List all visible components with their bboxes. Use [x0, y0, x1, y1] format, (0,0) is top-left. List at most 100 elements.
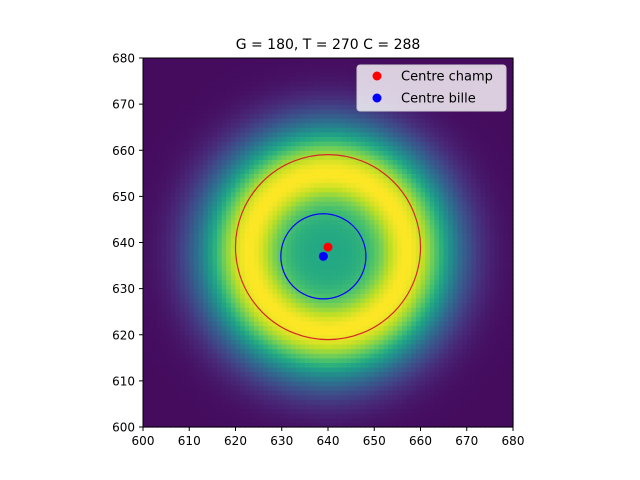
heatmap-cell — [323, 293, 329, 299]
heatmap-cell — [175, 136, 181, 142]
heatmap-cell — [332, 99, 338, 105]
heatmap-cell — [318, 62, 324, 68]
heatmap-cell — [388, 237, 394, 244]
heatmap-cell — [263, 288, 269, 294]
heatmap-cell — [295, 104, 301, 110]
heatmap-cell — [397, 260, 403, 267]
heatmap-cell — [332, 177, 338, 184]
heatmap-cell — [175, 81, 181, 87]
heatmap-cell — [226, 200, 232, 207]
heatmap-cell — [397, 385, 403, 391]
heatmap-cell — [314, 256, 320, 262]
heatmap-cell — [304, 159, 311, 165]
heatmap-cell — [152, 399, 158, 405]
heatmap-cell — [388, 164, 394, 170]
heatmap-cell — [203, 394, 209, 400]
heatmap-cell — [429, 408, 435, 414]
heatmap-cell — [420, 293, 426, 299]
heatmap-cell — [258, 196, 264, 202]
heatmap-cell — [300, 334, 306, 340]
heatmap-cell — [318, 260, 324, 267]
heatmap-cell — [180, 357, 186, 364]
heatmap-cell — [341, 311, 348, 317]
heatmap-cell — [351, 71, 357, 78]
heatmap-cell — [304, 408, 311, 414]
heatmap-cell — [337, 182, 343, 188]
heatmap-cell — [226, 141, 232, 147]
heatmap-cell — [402, 325, 408, 331]
heatmap-cell — [258, 385, 264, 391]
heatmap-cell — [180, 108, 186, 114]
heatmap-cell — [161, 260, 167, 267]
heatmap-cell — [392, 237, 398, 244]
heatmap-cell — [314, 76, 320, 82]
heatmap-cell — [351, 260, 357, 267]
heatmap-cell — [193, 284, 200, 290]
heatmap-cell — [272, 150, 278, 156]
heatmap-cell — [267, 293, 274, 299]
heatmap-cell — [415, 376, 422, 382]
heatmap-cell — [337, 385, 343, 391]
heatmap-cell — [212, 279, 218, 285]
heatmap-cell — [143, 417, 149, 423]
heatmap-cell — [365, 311, 371, 317]
heatmap-cell — [143, 247, 149, 253]
heatmap-cell — [415, 200, 422, 207]
heatmap-cell — [328, 390, 334, 396]
heatmap-cell — [281, 164, 287, 170]
heatmap-cell — [230, 131, 237, 138]
heatmap-cell — [277, 224, 283, 230]
heatmap-cell — [263, 408, 269, 414]
heatmap-cell — [230, 251, 237, 257]
heatmap-cell — [184, 145, 190, 151]
heatmap-cell — [415, 117, 422, 124]
heatmap-cell — [281, 168, 287, 174]
heatmap-cell — [286, 390, 292, 396]
heatmap-cell — [286, 67, 292, 73]
heatmap-cell — [244, 127, 250, 133]
heatmap-cell — [355, 141, 361, 147]
heatmap-cell — [378, 385, 385, 391]
heatmap-cell — [189, 357, 195, 364]
heatmap-cell — [295, 325, 301, 331]
heatmap-cell — [166, 251, 172, 257]
heatmap-cell — [291, 173, 297, 179]
heatmap-cell — [249, 94, 255, 101]
heatmap-cell — [240, 131, 246, 138]
heatmap-cell — [212, 94, 218, 101]
heatmap-cell — [152, 145, 158, 151]
heatmap-cell — [244, 210, 250, 216]
heatmap-cell — [198, 76, 204, 82]
heatmap-cell — [161, 343, 167, 350]
heatmap-cell — [166, 279, 172, 285]
heatmap-cell — [420, 210, 426, 216]
heatmap-cell — [198, 127, 204, 133]
heatmap-cell — [415, 284, 422, 290]
heatmap-cell — [337, 242, 343, 248]
heatmap-cell — [147, 417, 153, 423]
heatmap-cell — [314, 117, 320, 124]
heatmap-cell — [318, 150, 324, 156]
heatmap-cell — [267, 228, 274, 234]
heatmap-cell — [314, 145, 320, 151]
heatmap-cell — [217, 177, 223, 184]
heatmap-cell — [309, 403, 315, 410]
heatmap-cell — [217, 288, 223, 294]
heatmap-cell — [184, 141, 190, 147]
heatmap-cell — [332, 164, 338, 170]
heatmap-cell — [341, 191, 348, 197]
heatmap-cell — [429, 348, 435, 354]
heatmap-cell — [193, 182, 200, 188]
heatmap-cell — [258, 302, 264, 308]
heatmap-cell — [143, 307, 149, 313]
heatmap-cell — [166, 131, 172, 138]
heatmap-cell — [152, 154, 158, 161]
heatmap-cell — [300, 288, 306, 294]
heatmap-cell — [328, 99, 334, 105]
heatmap-cell — [235, 94, 241, 101]
heatmap-cell — [249, 182, 255, 188]
heatmap-cell — [235, 219, 241, 225]
heatmap-cell — [166, 362, 172, 368]
heatmap-cell — [235, 141, 241, 147]
heatmap-cell — [230, 270, 237, 276]
